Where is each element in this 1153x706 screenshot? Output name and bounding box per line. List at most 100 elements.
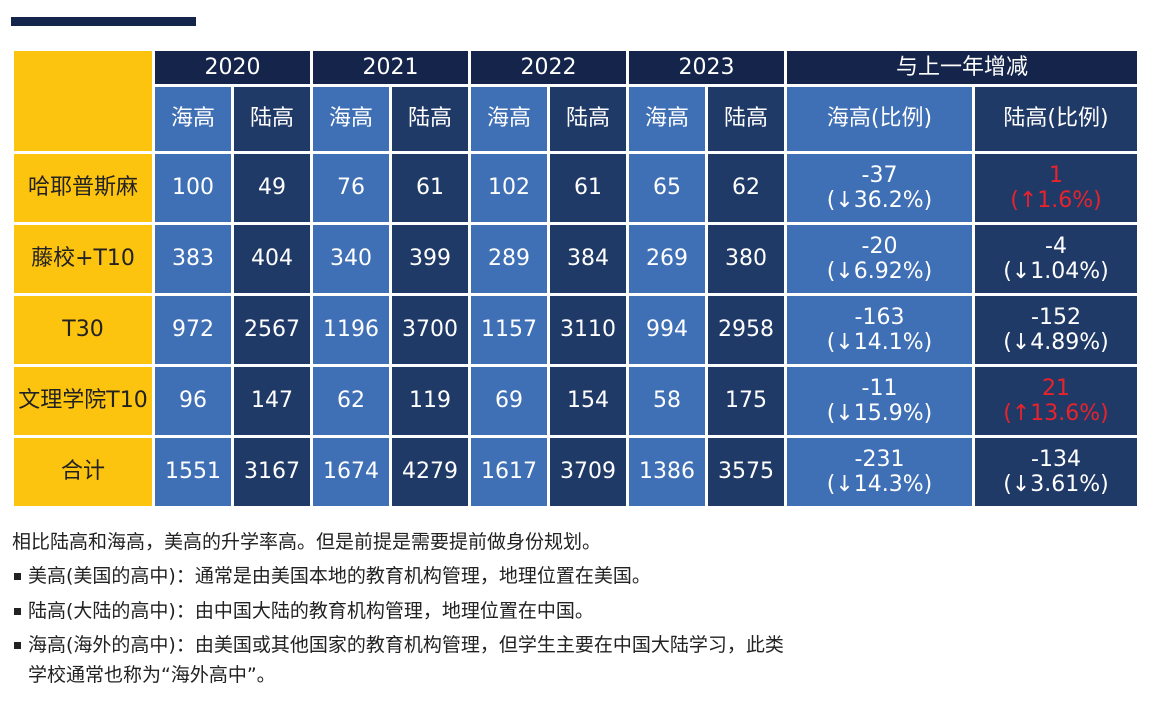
corner-cell [14, 51, 152, 151]
change-hai-delta: -11 [861, 375, 898, 401]
cell-lu: 384 [550, 225, 626, 293]
cell-hai: 62 [313, 367, 389, 435]
cell-hai: 1386 [629, 438, 705, 506]
year-header: 2021 [313, 51, 468, 84]
change-lu-percent: (↓4.89%) [1003, 330, 1109, 355]
cell-lu: 49 [234, 154, 310, 222]
sub-header-lu: 陆高 [392, 87, 468, 151]
cell-hai: 102 [471, 154, 547, 222]
change-lu-cell: -134 (↓3.61%) [975, 438, 1137, 506]
cell-hai: 76 [313, 154, 389, 222]
cell-lu: 3110 [550, 296, 626, 364]
change-sub-header-lu: 陆高(比例) [975, 87, 1137, 151]
cell-lu: 147 [234, 367, 310, 435]
change-lu-delta: -4 [1045, 233, 1067, 259]
change-hai-cell: -163 (↓14.1%) [787, 296, 972, 364]
cell-hai: 58 [629, 367, 705, 435]
cell-hai: 1674 [313, 438, 389, 506]
cell-hai: 994 [629, 296, 705, 364]
change-lu-cell: -4 (↓1.04%) [975, 225, 1137, 293]
sub-header-hai: 海高 [313, 87, 389, 151]
table-row: 藤校+T10 383 404 340 399 289 384 269 380 -20 (↓6.92%… [14, 225, 1137, 293]
cell-hai: 1196 [313, 296, 389, 364]
sub-header-hai: 海高 [471, 87, 547, 151]
admissions-table: 2020 2021 2022 2023 与上一年增减 海高 陆高 海高 陆高 海… [11, 48, 1140, 509]
notes-section: 相比陆高和海高，美高的升学率高。但是前提是需要提前做身份规划。 美高(美国的高中… [12, 528, 1132, 695]
table-row: T30 972 2567 1196 3700 1157 3110 994 2958 -163 (↓1… [14, 296, 1137, 364]
change-hai-cell: -231 (↓14.3%) [787, 438, 972, 506]
change-lu-percent: (↓3.61%) [1003, 472, 1109, 497]
row-label: T30 [14, 296, 152, 364]
year-header: 2020 [155, 51, 310, 84]
bullet-text: 海高(海外的高中)：由美国或其他国家的教育机构管理，但学生主要在中国大陆学习，此… [28, 634, 784, 657]
change-hai-cell: -11 (↓15.9%) [787, 367, 972, 435]
change-hai-cell: -20 (↓6.92%) [787, 225, 972, 293]
cell-hai: 1551 [155, 438, 231, 506]
cell-hai: 69 [471, 367, 547, 435]
cell-lu: 3167 [234, 438, 310, 506]
bullet-item: 美高(美国的高中)：通常是由美国本地的教育机构管理，地理位置在美国。 [12, 562, 1132, 591]
row-label: 哈耶普斯麻 [14, 154, 152, 222]
bullet-square-icon [14, 642, 21, 650]
cell-hai: 96 [155, 367, 231, 435]
cell-lu: 2958 [708, 296, 784, 364]
change-hai-delta: -20 [861, 233, 898, 259]
change-hai-percent: (↓36.2%) [826, 188, 933, 213]
change-hai-delta: -37 [861, 162, 898, 188]
change-lu-percent: (↑1.6%) [1010, 188, 1102, 213]
cell-hai: 1157 [471, 296, 547, 364]
row-label: 文理学院T10 [14, 367, 152, 435]
change-lu-delta: -134 [1031, 446, 1081, 472]
sub-header-lu: 陆高 [550, 87, 626, 151]
cell-lu: 3700 [392, 296, 468, 364]
change-lu-delta: -152 [1031, 304, 1081, 330]
bullet-square-icon [14, 607, 21, 615]
sub-header-hai: 海高 [155, 87, 231, 151]
change-hai-percent: (↓14.1%) [826, 330, 933, 355]
sub-header-lu: 陆高 [708, 87, 784, 151]
cell-hai: 972 [155, 296, 231, 364]
cell-hai: 340 [313, 225, 389, 293]
year-header: 2022 [471, 51, 626, 84]
sub-header-hai: 海高 [629, 87, 705, 151]
change-hai-percent: (↓14.3%) [826, 472, 933, 497]
cell-hai: 65 [629, 154, 705, 222]
cell-lu: 119 [392, 367, 468, 435]
change-lu-delta: 21 [1042, 375, 1070, 401]
cell-lu: 175 [708, 367, 784, 435]
cell-hai: 100 [155, 154, 231, 222]
cell-lu: 62 [708, 154, 784, 222]
row-label: 合计 [14, 438, 152, 506]
change-header: 与上一年增减 [787, 51, 1137, 84]
change-lu-cell: -152 (↓4.89%) [975, 296, 1137, 364]
change-lu-delta: 1 [1049, 162, 1063, 188]
change-lu-cell: 1 (↑1.6%) [975, 154, 1137, 222]
change-sub-header-hai: 海高(比例) [787, 87, 972, 151]
cell-lu: 2567 [234, 296, 310, 364]
cell-lu: 61 [392, 154, 468, 222]
bullet-continuation: 学校通常也称为“海外高中”。 [28, 663, 276, 686]
change-lu-percent: (↓1.04%) [1003, 259, 1109, 284]
bullet-square-icon [14, 573, 21, 581]
notes-intro: 相比陆高和海高，美高的升学率高。但是前提是需要提前做身份规划。 [12, 531, 602, 553]
change-hai-percent: (↓6.92%) [826, 259, 933, 284]
sub-header-lu: 陆高 [234, 87, 310, 151]
bullet-item: 陆高(大陆的高中)：由中国大陆的教育机构管理，地理位置在中国。 [12, 597, 1132, 626]
bullet-text: 美高(美国的高中)：通常是由美国本地的教育机构管理，地理位置在美国。 [28, 565, 651, 588]
year-header: 2023 [629, 51, 784, 84]
cell-lu: 380 [708, 225, 784, 293]
bullet-item: 海高(海外的高中)：由美国或其他国家的教育机构管理，但学生主要在中国大陆学习，此… [12, 631, 1132, 660]
cell-hai: 383 [155, 225, 231, 293]
change-lu-percent: (↑13.6%) [1003, 401, 1109, 426]
table-row: 哈耶普斯麻 100 49 76 61 102 61 65 62 -37 (↓36.2%) 1 (↑1.6… [14, 154, 1137, 222]
change-hai-delta: -231 [854, 446, 905, 472]
cell-lu: 399 [392, 225, 468, 293]
change-hai-cell: -37 (↓36.2%) [787, 154, 972, 222]
change-hai-percent: (↓15.9%) [826, 401, 933, 426]
cell-hai: 269 [629, 225, 705, 293]
cell-lu: 3575 [708, 438, 784, 506]
cell-lu: 404 [234, 225, 310, 293]
cell-lu: 61 [550, 154, 626, 222]
change-lu-cell: 21 (↑13.6%) [975, 367, 1137, 435]
row-label: 藤校+T10 [14, 225, 152, 293]
